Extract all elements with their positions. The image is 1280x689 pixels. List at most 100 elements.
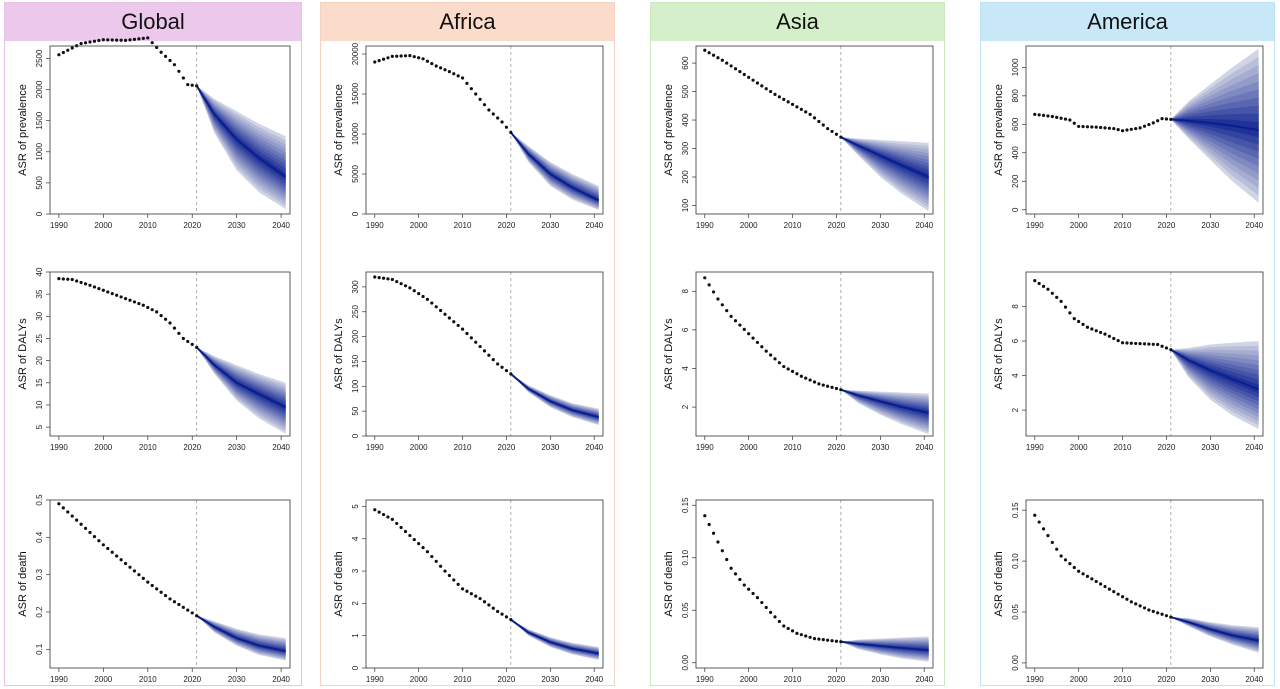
x-tick-label: 2020 [828, 675, 846, 684]
observed-point [711, 53, 716, 57]
observed-point [478, 596, 482, 601]
observed-point [725, 308, 729, 313]
y-tick-label: 10 [35, 400, 44, 409]
y-tick-label: 200 [681, 170, 690, 184]
observed-point [141, 576, 145, 581]
y-tick-label: 0.00 [1011, 655, 1020, 671]
observed-point [399, 54, 403, 58]
panel-title-america: America [981, 3, 1274, 41]
observed-point [115, 293, 119, 297]
observed-point [742, 72, 746, 77]
forecast-mean-line [840, 136, 930, 178]
plot-frame [49, 499, 291, 669]
y-tick-label: 500 [35, 176, 44, 190]
observed-point [412, 289, 416, 293]
observed-point [773, 92, 777, 97]
observed-point [1059, 554, 1063, 558]
observed-point [1160, 117, 1164, 121]
observed-point [1138, 126, 1142, 130]
observed-point [381, 512, 386, 517]
x-tick-label: 2040 [272, 443, 290, 452]
observed-point [777, 95, 781, 99]
plot-frame [1025, 499, 1264, 669]
observed-point [1160, 344, 1164, 348]
observed-point [1055, 295, 1059, 299]
observed-point [456, 323, 460, 328]
observed-point [1107, 334, 1111, 338]
y-axis-label: ASR of prevalence [333, 84, 345, 176]
observed-point [101, 543, 105, 547]
observed-point [1125, 597, 1129, 601]
observed-point [195, 614, 199, 618]
observed-point [500, 120, 504, 124]
observed-point [491, 357, 495, 362]
observed-point [57, 502, 61, 506]
observed-point [1063, 305, 1068, 309]
y-tick-label: 0.10 [681, 549, 690, 565]
observed-point [786, 626, 790, 631]
y-tick-label: 5 [35, 424, 44, 429]
observed-point [434, 559, 438, 563]
observed-point [465, 589, 469, 593]
observed-point [186, 82, 190, 87]
observed-point [177, 69, 181, 73]
observed-point [181, 76, 185, 80]
observed-point [509, 130, 513, 134]
observed-point [707, 283, 711, 287]
y-tick-label: 4 [1011, 373, 1020, 378]
observed-point [190, 83, 194, 87]
forecast-band [510, 373, 599, 421]
observed-point [1103, 332, 1107, 336]
observed-point [808, 635, 812, 639]
observed-point [70, 46, 74, 50]
observed-point [777, 361, 781, 365]
observed-point [430, 554, 434, 559]
observed-point [1103, 126, 1107, 130]
observed-point [769, 610, 773, 614]
x-tick-label: 2040 [585, 675, 603, 684]
y-tick-label: 20 [35, 356, 44, 365]
observed-point [155, 45, 159, 50]
observed-point [106, 290, 110, 294]
forecast-mean-line [196, 614, 286, 653]
x-tick-label: 2000 [740, 221, 758, 230]
y-tick-label: 5000 [351, 165, 360, 183]
observed-point [747, 75, 751, 79]
observed-point [155, 310, 159, 314]
x-tick-label: 2040 [272, 221, 290, 230]
observed-point [738, 323, 742, 327]
y-tick-label: 1000 [35, 142, 44, 160]
y-tick-label: 0.2 [35, 606, 44, 618]
observed-point [804, 110, 808, 114]
y-tick-label: 2 [1011, 407, 1020, 412]
observed-point [61, 506, 65, 510]
observed-point [469, 592, 473, 596]
observed-point [195, 84, 199, 88]
observed-point [412, 55, 416, 59]
observed-point [509, 617, 513, 622]
observed-point [1147, 342, 1151, 346]
observed-point [1081, 572, 1085, 576]
observed-point [817, 637, 821, 641]
observed-point [75, 518, 79, 522]
observed-point [83, 41, 88, 45]
observed-point [703, 48, 707, 52]
panel-title-global: Global [5, 3, 301, 41]
observed-point [1068, 311, 1072, 315]
observed-point [417, 56, 421, 60]
plot-frame [49, 271, 291, 437]
observed-point [703, 276, 707, 280]
forecast-mean-line [1170, 616, 1259, 642]
y-tick-label: 100 [681, 198, 690, 212]
x-tick-label: 2020 [498, 221, 516, 230]
observed-point [834, 386, 839, 391]
observed-point [128, 38, 132, 42]
y-tick-label: 0.4 [35, 531, 44, 543]
observed-point [764, 87, 768, 91]
observed-point [795, 372, 799, 376]
y-tick-label: 15000 [351, 82, 360, 105]
observed-point [168, 58, 172, 63]
chart-global-1: 1990 2000 2010 2020 2030 2040 5 10 15 20 25 30 35 40 A… [17, 267, 291, 452]
observed-point [110, 550, 114, 554]
